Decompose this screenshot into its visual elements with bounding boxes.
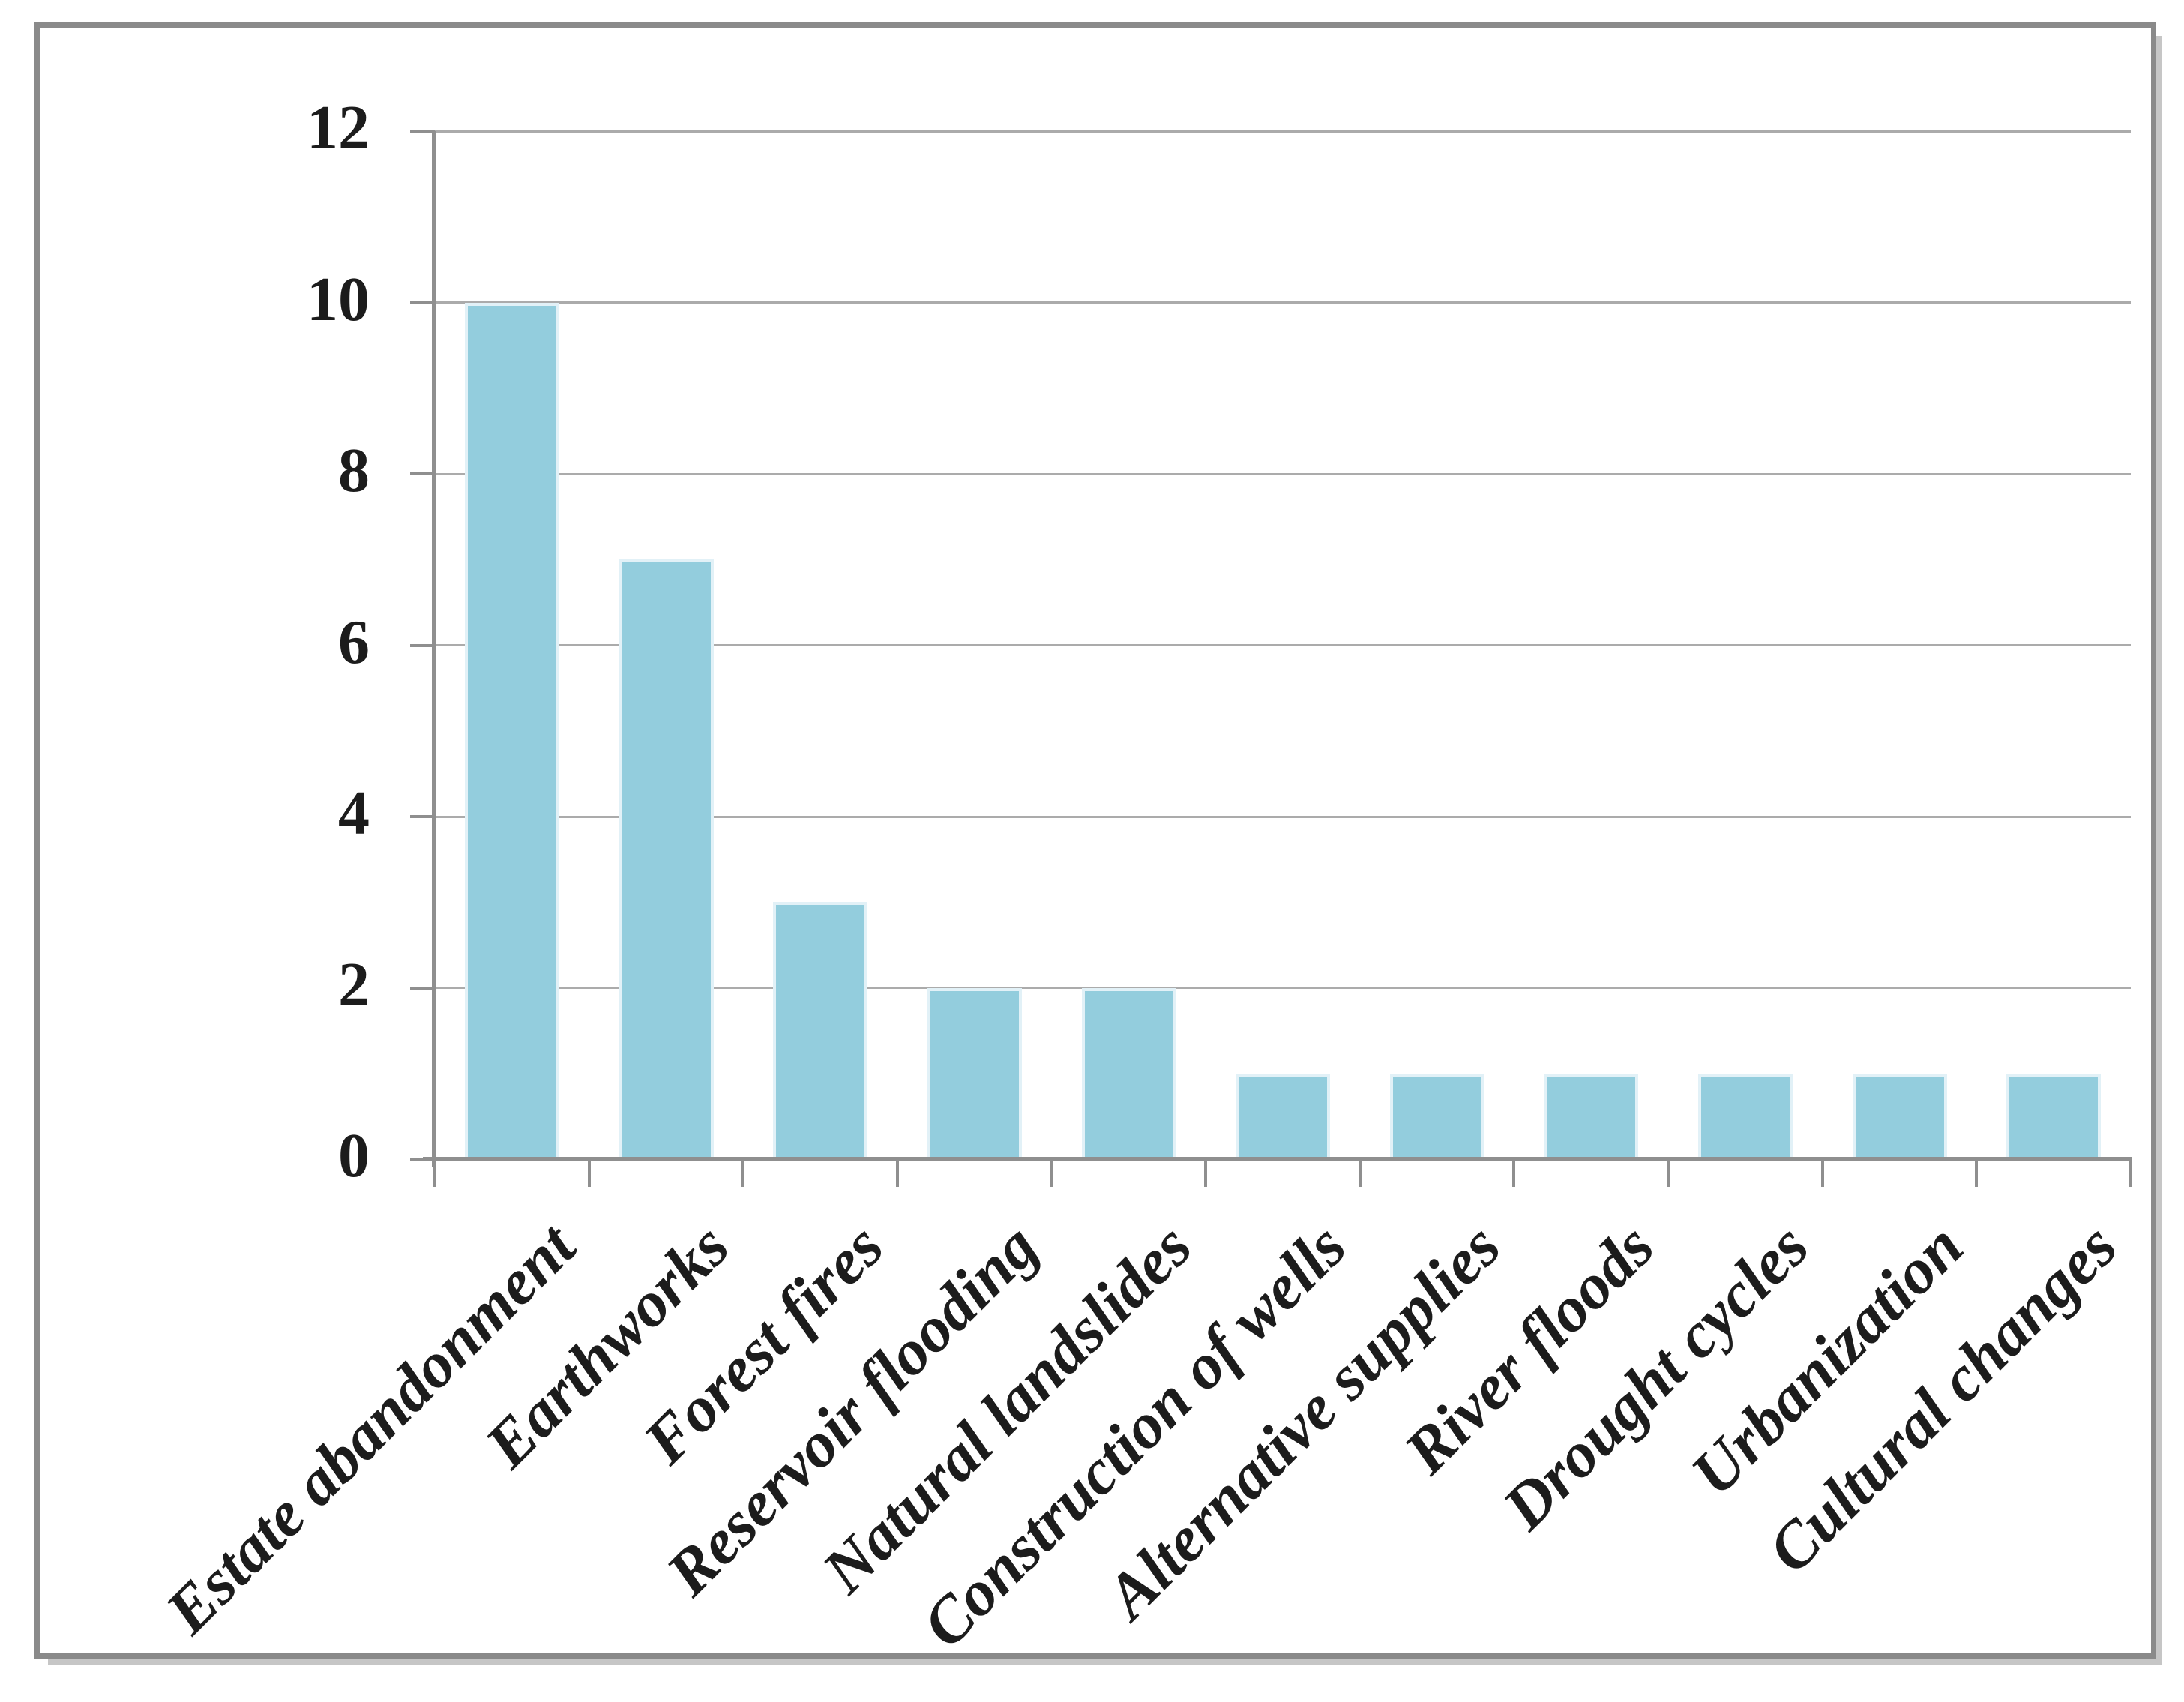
y-tick-label: 8 bbox=[338, 436, 370, 505]
y-axis-tick bbox=[410, 986, 435, 990]
bar bbox=[1852, 1073, 1947, 1159]
chart-frame: 0 2 4 6 8 10 12 Estate abandonment Earthworks Fo… bbox=[34, 22, 2156, 1661]
y-axis-tick bbox=[410, 1158, 435, 1161]
bar bbox=[1081, 987, 1176, 1159]
x-axis-tick bbox=[1820, 1161, 1824, 1187]
bar bbox=[1236, 1073, 1331, 1159]
y-tick-label: 10 bbox=[307, 264, 370, 334]
y-axis-tick bbox=[410, 301, 435, 304]
y-axis-tick bbox=[410, 643, 435, 647]
bar bbox=[2006, 1073, 2102, 1159]
gridline bbox=[435, 987, 2131, 989]
y-tick-label: 4 bbox=[338, 778, 370, 848]
bar bbox=[1544, 1073, 1639, 1159]
plot-area bbox=[410, 130, 2132, 1187]
y-tick-label: 0 bbox=[338, 1121, 370, 1191]
gridline bbox=[435, 472, 2131, 475]
y-axis-tick bbox=[410, 815, 435, 818]
gridline bbox=[435, 130, 2131, 133]
x-axis-tick bbox=[1050, 1161, 1053, 1187]
x-axis-tick bbox=[1975, 1161, 1979, 1187]
x-axis-tick bbox=[2129, 1161, 2132, 1187]
y-tick-label: 6 bbox=[338, 607, 370, 677]
gridline bbox=[435, 644, 2131, 646]
x-axis-tick bbox=[1204, 1161, 1208, 1187]
y-tick-label: 2 bbox=[338, 949, 370, 1020]
x-axis-tick bbox=[741, 1161, 745, 1187]
gridline bbox=[435, 301, 2131, 304]
y-tick-label: 12 bbox=[307, 93, 370, 163]
gridline bbox=[435, 815, 2131, 818]
x-axis-tick bbox=[1512, 1161, 1516, 1187]
x-axis-line bbox=[423, 1157, 2132, 1161]
bar bbox=[1389, 1073, 1484, 1159]
bar bbox=[465, 302, 559, 1159]
x-axis-tick bbox=[1667, 1161, 1670, 1187]
y-axis-tick bbox=[410, 472, 435, 475]
x-axis-tick bbox=[587, 1161, 591, 1187]
x-axis-tick bbox=[1358, 1161, 1362, 1187]
bar bbox=[927, 987, 1022, 1159]
y-axis-line bbox=[432, 131, 436, 1167]
bar bbox=[1698, 1073, 1793, 1159]
x-axis-tick bbox=[433, 1161, 436, 1187]
x-axis-tick bbox=[895, 1161, 899, 1187]
y-axis-tick bbox=[410, 130, 435, 133]
bar bbox=[773, 902, 868, 1159]
bar bbox=[619, 559, 714, 1159]
